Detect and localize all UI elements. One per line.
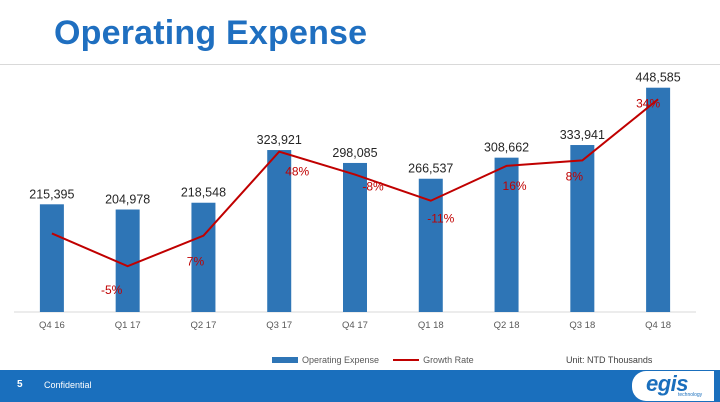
footer-bar: 5 Confidential egis technology <box>0 370 720 402</box>
logo-text: egis <box>646 371 689 396</box>
bar-q4-18 <box>646 87 671 313</box>
growth-rate-label: 16% <box>503 179 527 193</box>
growth-rate-label: 8% <box>566 169 584 183</box>
slide-title: Operating Expense <box>54 14 368 52</box>
x-tick-label: Q2 17 <box>190 320 216 331</box>
bar-q4-16 <box>39 204 64 312</box>
bar-value-label: 266,537 <box>408 162 453 176</box>
legend-label-growth: Growth Rate <box>423 355 474 365</box>
growth-rate-label: -8% <box>362 180 384 194</box>
x-tick-label: Q4 16 <box>39 320 65 331</box>
x-tick-label: Q4 17 <box>342 320 368 331</box>
bar-value-label: 323,921 <box>257 133 302 147</box>
growth-rate-label: 34% <box>636 96 660 110</box>
legend-label-opex: Operating Expense <box>302 355 380 365</box>
legend-bar-swatch <box>272 357 298 363</box>
bar-q1-17 <box>115 209 140 312</box>
growth-rate-label: 7% <box>187 255 205 269</box>
chart-legend: Operating Expense Growth Rate <box>272 355 474 365</box>
growth-rate-label: 48% <box>285 165 309 179</box>
bar-value-label: 448,585 <box>636 71 681 85</box>
x-tick-label: Q1 17 <box>115 320 141 331</box>
growth-rate-line <box>51 98 659 268</box>
title-divider <box>0 64 720 65</box>
operating-expense-chart: 215,395 Q4 16 204,978 Q1 17 218,548 Q2 17 323,… <box>14 71 696 331</box>
logo-subtext: technology <box>678 392 703 398</box>
confidential-label: Confidential <box>44 380 92 390</box>
x-tick-label: Q2 18 <box>494 320 520 331</box>
growth-rate-label: -5% <box>101 283 123 297</box>
unit-note: Unit: NTD Thousands <box>566 355 653 365</box>
x-tick-label: Q1 18 <box>418 320 444 331</box>
egis-logo: egis technology <box>632 371 714 401</box>
bar-q3-17 <box>267 150 292 312</box>
bar-value-label: 218,548 <box>181 186 226 200</box>
x-tick-label: Q4 18 <box>645 320 671 331</box>
legend-line-swatch <box>393 359 420 361</box>
bar-value-label: 204,978 <box>105 193 150 207</box>
x-tick-label: Q3 18 <box>569 320 595 331</box>
bar-value-label: 215,395 <box>29 187 74 201</box>
x-tick-label: Q3 17 <box>266 320 292 331</box>
page-number: 5 <box>17 379 23 390</box>
bar-q2-17 <box>191 202 216 312</box>
bar-q2-18 <box>494 157 519 312</box>
bar-value-label: 298,085 <box>332 146 377 160</box>
bar-q4-17 <box>343 162 367 312</box>
growth-rate-label: -11% <box>427 212 454 226</box>
bar-value-label: 333,941 <box>560 128 605 142</box>
bar-q3-18 <box>570 145 595 312</box>
bar-value-label: 308,662 <box>484 141 529 155</box>
